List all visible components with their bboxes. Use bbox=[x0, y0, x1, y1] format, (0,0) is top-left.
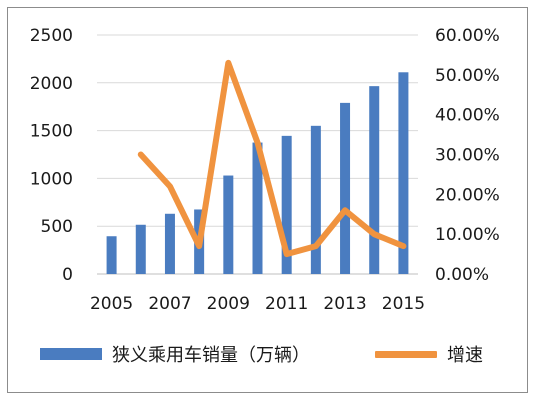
x-tick-label: 2013 bbox=[323, 294, 366, 314]
y-left-tick-label: 1000 bbox=[30, 169, 73, 189]
axis-labels: 0 500 1000 1500 2000 2500 0.00% 10.00% 20.00% 30.… bbox=[30, 26, 500, 314]
bar-2007 bbox=[164, 213, 175, 274]
bar-2014 bbox=[369, 86, 380, 274]
x-tick-label: 2011 bbox=[265, 294, 308, 314]
legend-label-growth: 增速 bbox=[447, 345, 483, 366]
line-series bbox=[137, 59, 407, 258]
legend: 狭义乘用车销量（万辆） 增速 bbox=[0, 334, 538, 374]
y-right-tick-label: 0.00% bbox=[435, 265, 489, 285]
bar-2009 bbox=[223, 175, 234, 274]
y-left-tick-label: 1500 bbox=[30, 122, 73, 142]
bar-2013 bbox=[340, 102, 351, 274]
y-left-tick-label: 2500 bbox=[30, 26, 73, 46]
legend-item-growth: 增速 bbox=[375, 334, 483, 374]
bar-2015 bbox=[398, 72, 409, 274]
y-right-tick-label: 10.00% bbox=[435, 225, 500, 245]
legend-item-sales: 狭义乘用车销量（万辆） bbox=[40, 334, 310, 374]
x-tick-label: 2009 bbox=[207, 294, 250, 314]
y-right-tick-label: 30.00% bbox=[435, 146, 500, 166]
y-right-tick-label: 50.00% bbox=[435, 66, 500, 86]
x-tick-label: 2007 bbox=[148, 294, 191, 314]
y-left-tick-label: 500 bbox=[41, 217, 73, 237]
bar-2011 bbox=[281, 135, 292, 274]
bar-2006 bbox=[135, 224, 146, 274]
bar-series bbox=[106, 72, 409, 274]
y-left-tick-label: 0 bbox=[62, 265, 73, 285]
growth-line bbox=[137, 59, 407, 258]
bar-2010 bbox=[252, 142, 263, 274]
y-right-tick-label: 60.00% bbox=[435, 26, 500, 46]
y-right-tick-label: 20.00% bbox=[435, 185, 500, 205]
y-left-tick-label: 2000 bbox=[30, 74, 73, 94]
bar-2005 bbox=[106, 236, 117, 274]
x-tick-label: 2005 bbox=[90, 294, 133, 314]
legend-label-sales: 狭义乘用车销量（万辆） bbox=[112, 345, 310, 366]
bar-2012 bbox=[310, 125, 321, 274]
legend-swatch-line bbox=[375, 350, 437, 358]
legend-swatch-bar bbox=[40, 348, 102, 360]
chart-frame bbox=[7, 7, 528, 393]
x-tick-label: 2015 bbox=[382, 294, 425, 314]
y-right-tick-label: 40.00% bbox=[435, 106, 500, 126]
